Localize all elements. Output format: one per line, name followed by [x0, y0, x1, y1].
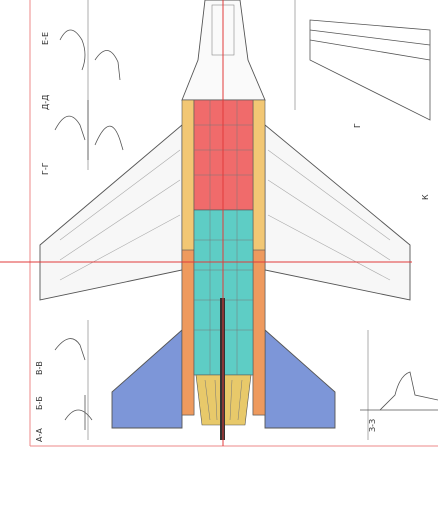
label-ee: Е-Е [41, 32, 50, 45]
label-bb: Б-Б [35, 396, 44, 410]
panel-dividers [87, 0, 369, 440]
right-aft-strip [252, 249, 266, 416]
label-aa: А-А [35, 428, 44, 442]
label-gg: Г-Г [41, 162, 50, 175]
label-k: К [421, 194, 430, 200]
cross-section-sketches-left [54, 29, 124, 430]
cross-section-sketches-right [309, 19, 438, 411]
zone-grid [194, 100, 253, 421]
wings [39, 124, 411, 301]
label-g: Г [353, 123, 362, 128]
wing-ribs [59, 149, 391, 281]
reference-lines [0, 0, 412, 446]
stabilizers [111, 329, 336, 429]
section-labels: Е-Е Д-Д Г-Г В-В Б-Б А-А З-З К Г [35, 32, 430, 442]
label-vv: В-В [35, 361, 44, 375]
label-dd: Д-Д [41, 95, 50, 110]
left-aft-strip [181, 249, 195, 416]
label-zz: З-З [368, 419, 377, 432]
sheet-border [29, 0, 438, 447]
